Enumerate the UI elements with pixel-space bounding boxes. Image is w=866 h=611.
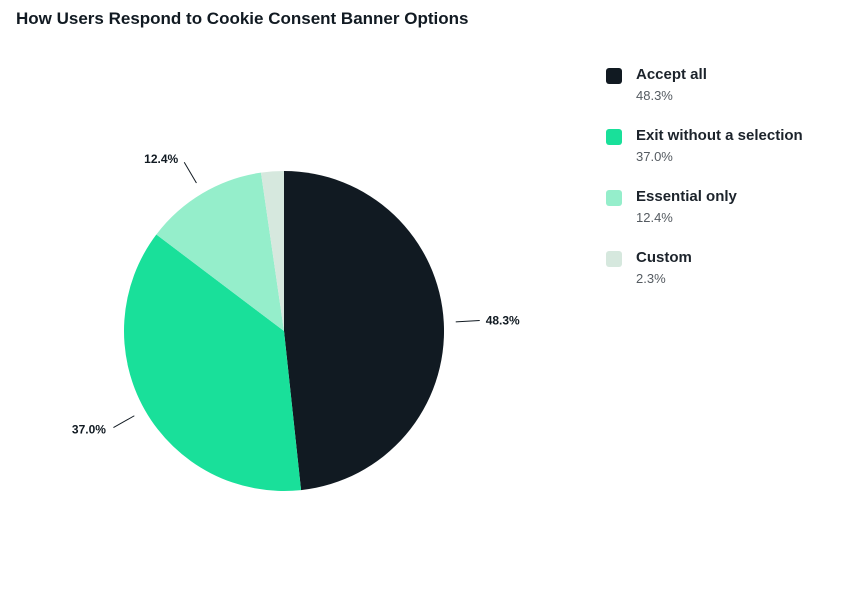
legend-label: Essential only [636, 188, 737, 205]
leader-line [113, 415, 135, 429]
legend-swatch [606, 129, 622, 145]
legend-value: 2.3% [636, 271, 666, 286]
leader-line [183, 162, 197, 184]
legend-swatch [606, 68, 622, 84]
pie-slices [123, 171, 445, 492]
legend-value: 48.3% [636, 88, 673, 103]
legend-label: Accept all [636, 66, 707, 83]
slice-value-label: 37.0% [72, 423, 106, 437]
legend-swatch [606, 190, 622, 206]
slice-labels: 48.3% 37.0% 12.4% [72, 152, 520, 437]
chart-title: How Users Respond to Cookie Consent Bann… [16, 9, 469, 28]
legend-value: 37.0% [636, 149, 673, 164]
pie-slice-essential-only[interactable] [156, 172, 284, 331]
slice-value-label: 12.4% [144, 152, 178, 166]
slice-value-label: 48.3% [486, 313, 520, 327]
pie-slice-exit-without-a-selection[interactable] [123, 234, 302, 492]
leader-lines [113, 162, 480, 429]
legend-label: Exit without a selection [636, 127, 803, 144]
pie-slice-custom[interactable] [260, 171, 284, 331]
legend-swatch [606, 251, 622, 267]
pie-slice-accept-all[interactable] [284, 171, 445, 491]
legend-value: 12.4% [636, 210, 673, 225]
leader-line [455, 320, 480, 323]
legend-label: Custom [636, 249, 692, 266]
